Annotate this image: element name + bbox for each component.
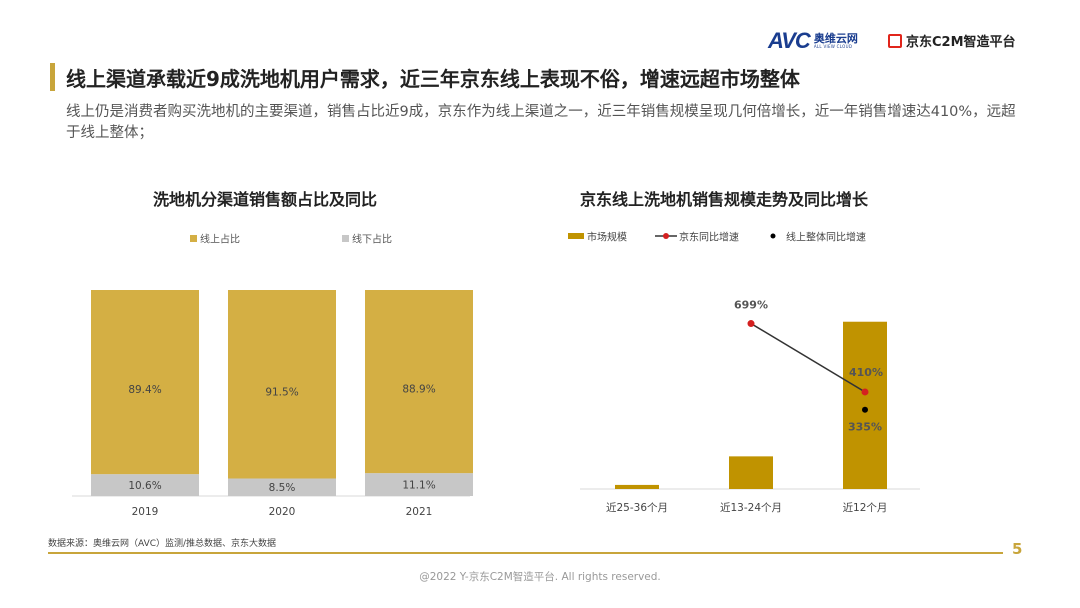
page-title: 线上渠道承载近9成洗地机用户需求，近三年京东线上表现不俗，增速远超市场整体 bbox=[66, 67, 800, 91]
total-growth-point-近12个月 bbox=[862, 406, 868, 413]
bar-online-2019 bbox=[91, 290, 199, 475]
total-growth-label-近12个月: 335% bbox=[848, 421, 882, 434]
jd-growth-line bbox=[750, 322, 866, 393]
bar-offline-2020 bbox=[228, 478, 336, 496]
page-description: 线上仍是消费者购买洗地机的主要渠道，销售占比近9成，京东作为线上渠道之一，近三年… bbox=[66, 104, 1016, 141]
bar-offline-2021 bbox=[365, 473, 473, 496]
bar-market-近13-24个月 bbox=[729, 456, 773, 489]
page-number: 5 bbox=[1012, 540, 1023, 558]
jd-growth-point-近13-24个月 bbox=[747, 320, 755, 328]
bar-online-2020 bbox=[228, 290, 336, 479]
bar-market-近12个月 bbox=[843, 321, 887, 489]
copyright-text: @2022 Y-京东C2M智造平台. All rights reserved. bbox=[419, 571, 661, 583]
bar-offline-2019 bbox=[91, 474, 199, 496]
chart-left-title: 洗地机分渠道销售额占比及同比 bbox=[153, 190, 378, 209]
data-label-offline-2019: 10.6% bbox=[128, 480, 161, 492]
bar-online-2021 bbox=[365, 290, 473, 474]
x-tick-label-近12个月: 近12个月 bbox=[843, 501, 888, 514]
legend-swatch-online bbox=[190, 235, 197, 242]
legend-swatch-offline bbox=[342, 235, 349, 242]
x-tick-label-2021: 2021 bbox=[406, 506, 433, 518]
legend-marker-jd bbox=[663, 233, 669, 239]
title-accent-bar bbox=[50, 63, 55, 91]
jd-growth-point-近12个月 bbox=[861, 388, 869, 396]
data-label-offline-2021: 11.1% bbox=[402, 480, 435, 492]
data-label-online-2020: 91.5% bbox=[265, 387, 298, 399]
legend-label-online: 线上占比 bbox=[200, 233, 240, 246]
x-tick-label-近13-24个月: 近13-24个月 bbox=[720, 501, 782, 514]
legend-label-total: 线上整体同比增速 bbox=[786, 231, 866, 244]
jd-growth-label-近12个月: 410% bbox=[849, 366, 883, 379]
jd-growth-label-近13-24个月: 699% bbox=[734, 299, 768, 312]
legend-label-market: 市场规模 bbox=[587, 231, 627, 244]
avc-logo-cn: 奥维云网 bbox=[813, 32, 858, 45]
footer-divider bbox=[48, 552, 1003, 554]
bar-market-近25-36个月 bbox=[615, 484, 659, 489]
avc-logo-subtext: 奥维云网 ALL VIEW CLOUD bbox=[814, 33, 858, 49]
jd-logo-icon bbox=[888, 33, 902, 48]
legend-label-jd: 京东同比增速 bbox=[679, 231, 739, 244]
legend-swatch-market bbox=[568, 233, 584, 239]
avc-logo: AVC 奥维云网 ALL VIEW CLOUD bbox=[768, 28, 858, 54]
x-tick-label-2019: 2019 bbox=[132, 506, 159, 518]
jd-logo-text: 京东C2M智造平台 bbox=[906, 35, 1016, 50]
chart-right-title: 京东线上洗地机销售规模走势及同比增长 bbox=[580, 190, 869, 209]
avc-logo-text: AVC bbox=[768, 28, 811, 53]
jd-c2m-logo: 京东C2M智造平台 bbox=[888, 31, 1016, 50]
data-label-online-2021: 88.9% bbox=[402, 384, 435, 396]
data-label-online-2019: 89.4% bbox=[128, 384, 161, 396]
data-label-offline-2020: 8.5% bbox=[269, 482, 296, 494]
channel-share-chart: 线上占比 线下占比 89.4% 10.6% 2019 91.5% 8.5% 2020 88.9%… bbox=[72, 233, 473, 518]
legend-marker-total bbox=[770, 233, 776, 239]
avc-logo-en: ALL VIEW CLOUD bbox=[813, 44, 853, 49]
data-source-note: 数据来源：奥维云网（AVC）监测/推总数据、京东大数据 bbox=[48, 539, 277, 549]
x-tick-label-2020: 2020 bbox=[269, 506, 296, 518]
x-tick-label-近25-36个月: 近25-36个月 bbox=[606, 501, 668, 514]
legend-label-offline: 线下占比 bbox=[352, 233, 392, 246]
